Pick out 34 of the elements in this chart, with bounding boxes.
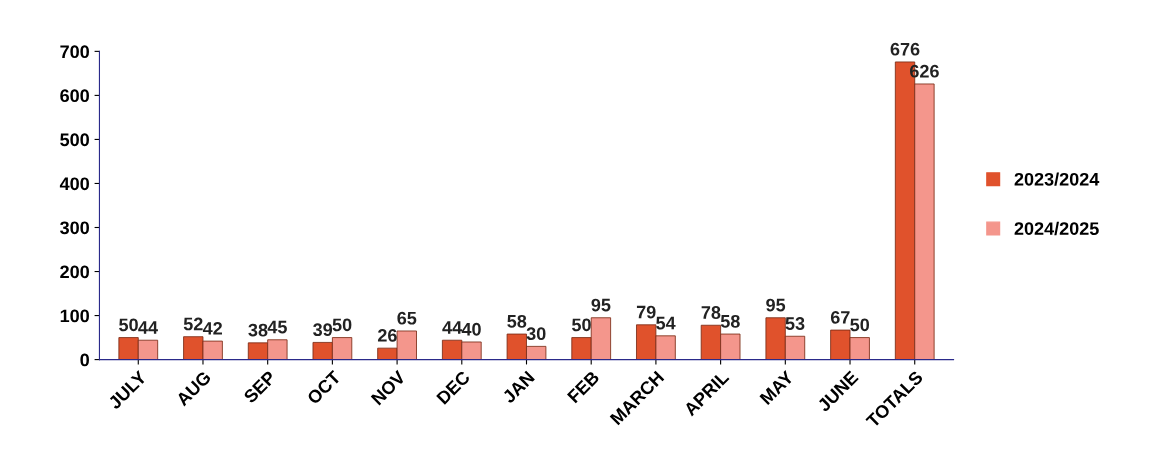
data-label: 50 <box>572 318 591 332</box>
data-label: 26 <box>377 329 397 342</box>
y-tick-label: 600 <box>60 89 89 103</box>
y-tick-label: 300 <box>60 221 89 235</box>
data-label: 50 <box>332 318 352 332</box>
y-tick-label: 100 <box>60 309 89 323</box>
data-label: 44 <box>138 321 158 334</box>
data-label: 78 <box>701 306 721 319</box>
data-label: 45 <box>267 320 287 334</box>
data-label: 58 <box>720 314 740 328</box>
legend-label: 2024/2025 <box>1014 221 1099 236</box>
data-label: 95 <box>591 298 611 312</box>
data-label: 38 <box>248 323 268 337</box>
data-label: 58 <box>507 314 527 328</box>
data-label: 50 <box>850 318 870 332</box>
y-tick-label: 500 <box>60 133 89 147</box>
data-label: 676 <box>890 42 920 56</box>
data-label: 52 <box>183 317 203 331</box>
data-label: 44 <box>442 321 463 334</box>
y-tick-label: 0 <box>80 353 89 367</box>
data-label: 30 <box>526 327 546 341</box>
data-label: 42 <box>202 321 222 335</box>
y-tick-label: 400 <box>59 177 89 191</box>
y-tick-label: 200 <box>60 265 89 279</box>
legend-label: 2023/2024 <box>1014 172 1100 186</box>
data-label: 67 <box>830 310 850 324</box>
data-label: 40 <box>461 322 481 336</box>
data-label: 54 <box>656 316 676 330</box>
y-tick-label: 700 <box>60 45 89 59</box>
data-label: 95 <box>766 298 786 312</box>
data-label: 65 <box>397 311 417 325</box>
data-label: 39 <box>313 323 333 337</box>
data-label: 50 <box>119 318 138 332</box>
data-label: 79 <box>636 305 656 319</box>
